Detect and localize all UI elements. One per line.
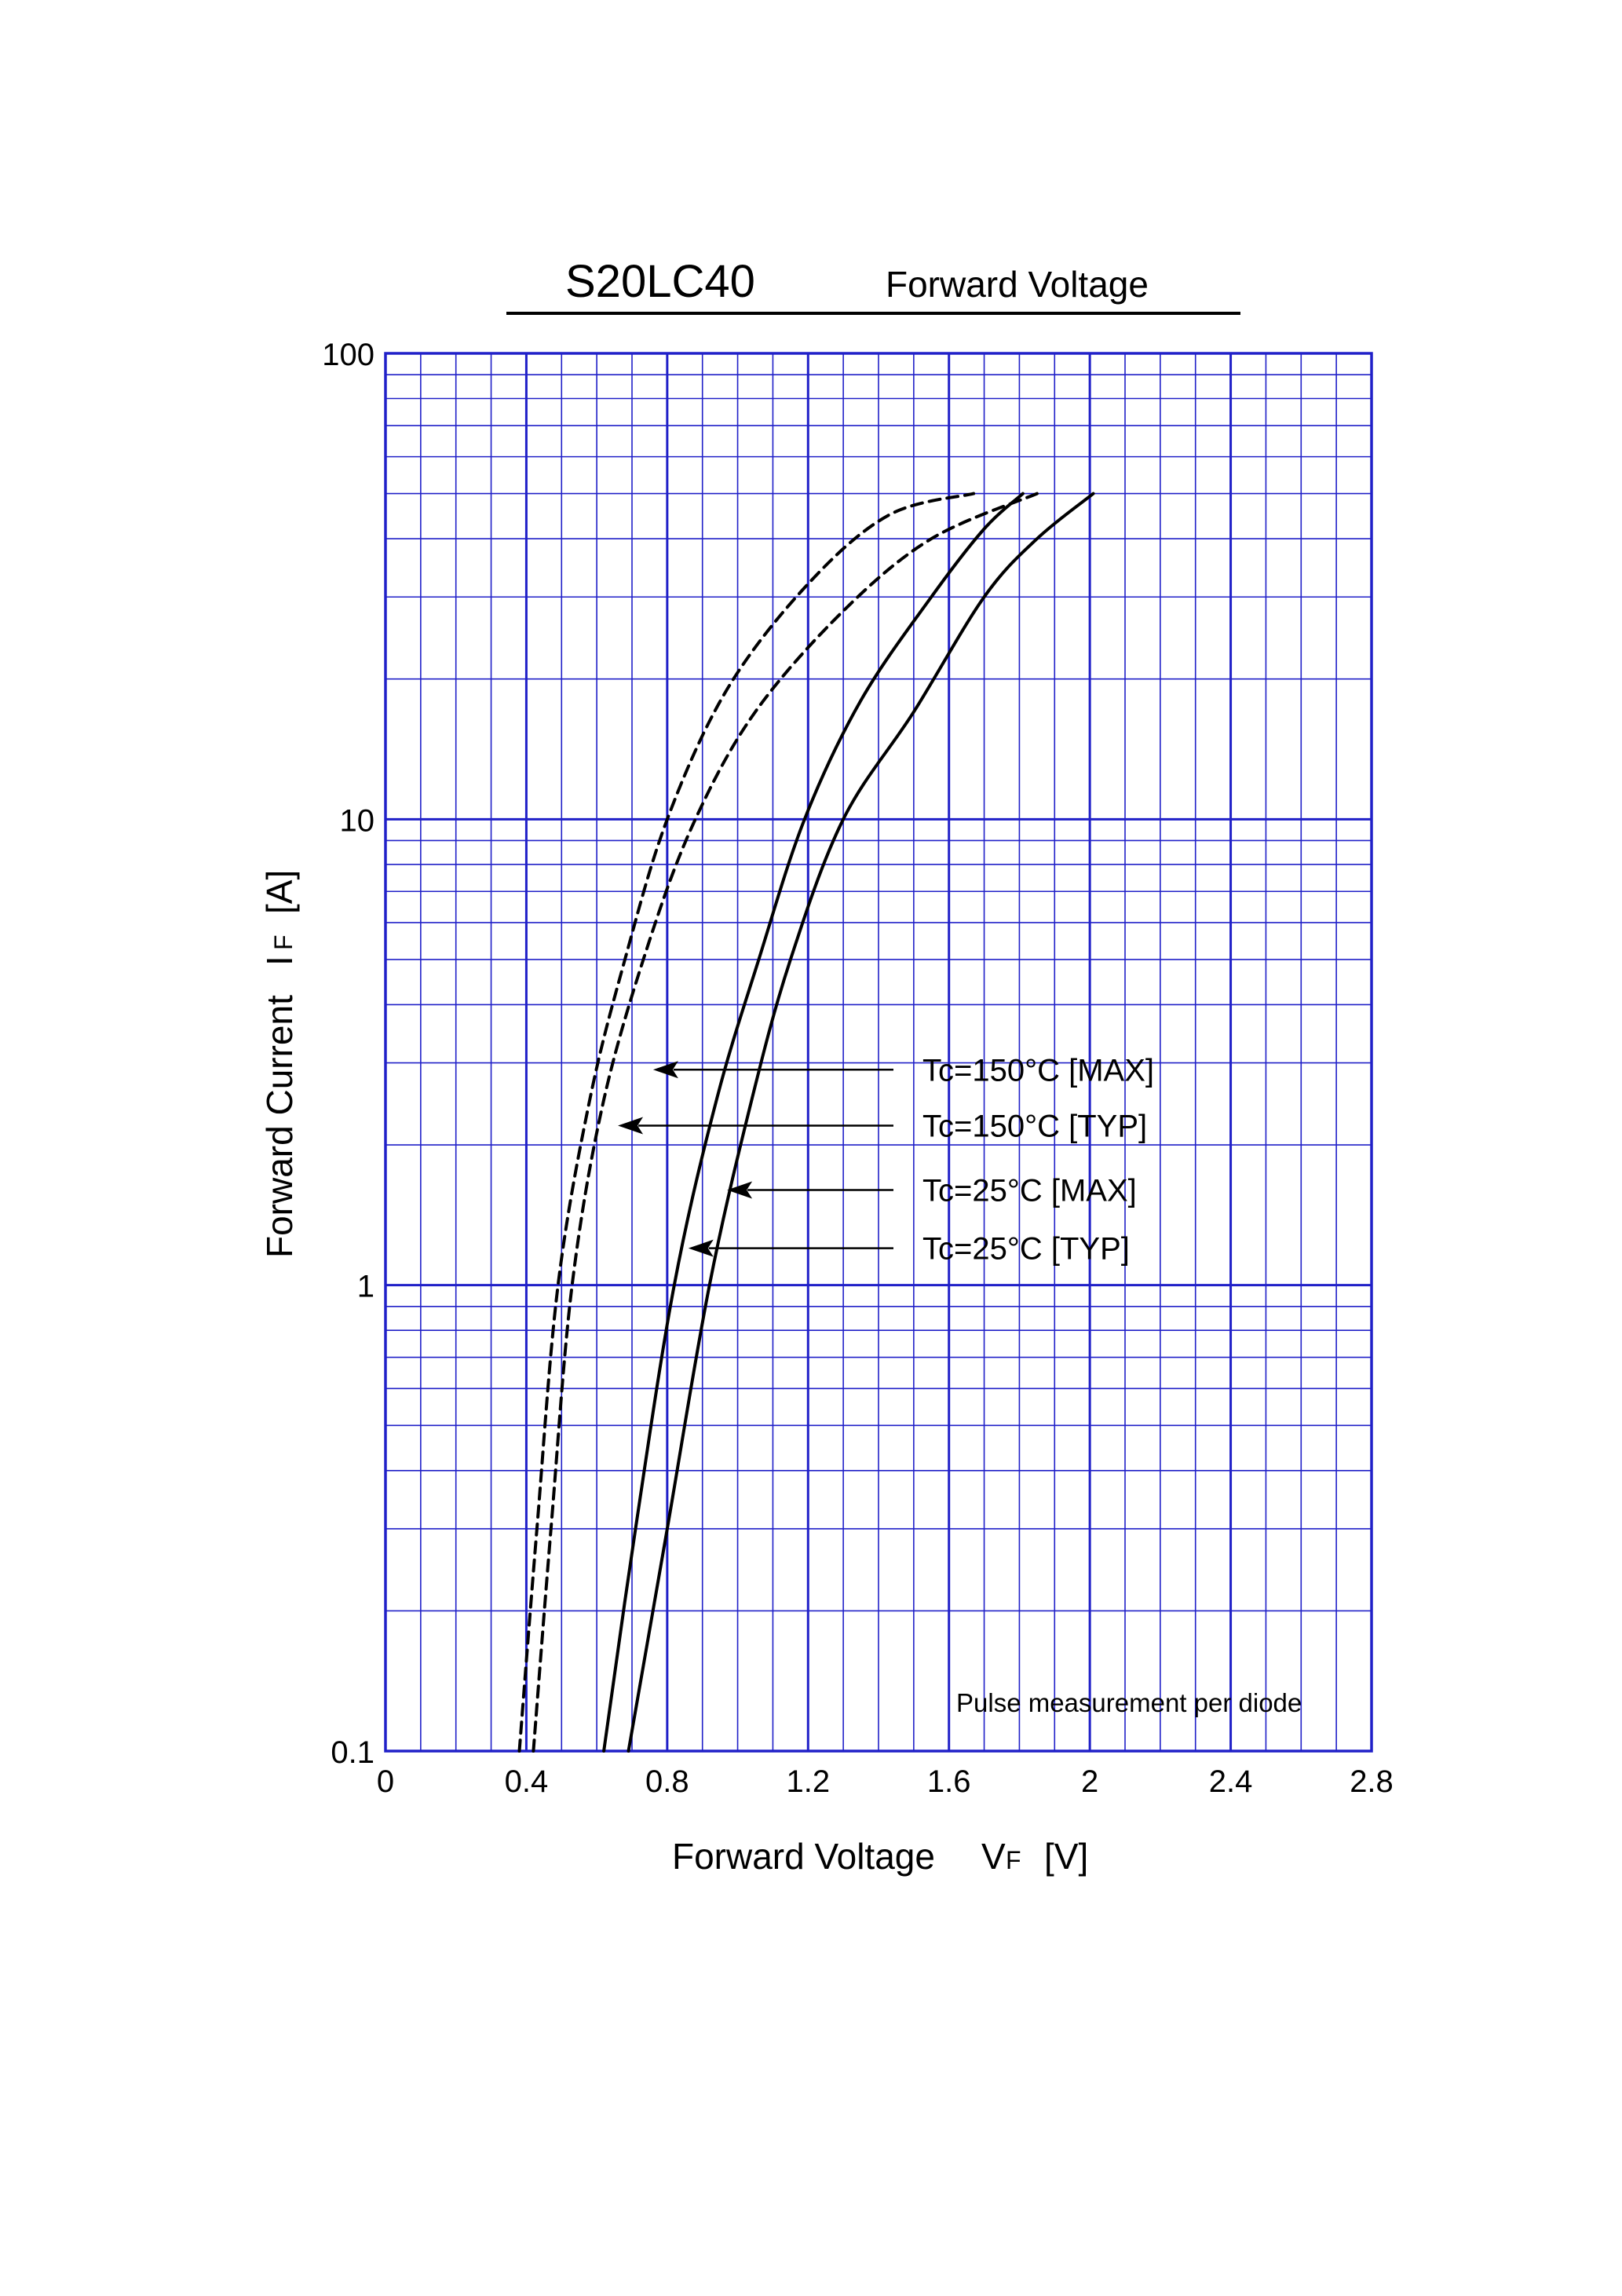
x-tick-label: 0: [377, 1764, 394, 1799]
y-axis-label: Forward Current I F [A]: [259, 870, 300, 1258]
series-line-tc-25-c-typ: [602, 492, 1025, 1753]
x-tick-label: 2.8: [1350, 1764, 1394, 1799]
x-axis-label-sub: F: [1006, 1846, 1021, 1874]
legend: Tc=150°C [MAX] Tc=150°C [TYP] Tc=25°C [MAX…: [922, 1053, 1154, 1266]
legend-arrows: [618, 1061, 893, 1257]
y-tick-label: 1: [357, 1270, 374, 1304]
y-axis-label-sub: F: [269, 934, 298, 950]
x-tick-label: 1.2: [786, 1764, 830, 1799]
legend-label-tc-25-c-max: Tc=25°C [MAX]: [922, 1174, 1137, 1208]
y-tick-label: 0.1: [331, 1735, 374, 1770]
legend-label-tc-150-c-typ: Tc=150°C [TYP]: [922, 1109, 1147, 1143]
series-line-tc-150-c-max: [532, 492, 1039, 1753]
plot-frame: [384, 352, 1373, 1753]
series-line-tc-25-c-max: [627, 492, 1095, 1753]
y-tick-label: 10: [340, 803, 375, 838]
legend-arrow-head: [727, 1181, 753, 1199]
series-line-tc-150-c-typ: [517, 492, 976, 1753]
x-axis-label: Forward Voltage V F [V]: [672, 1836, 1088, 1877]
x-tick-label: 2.4: [1209, 1764, 1253, 1799]
x-tick-label: 2: [1081, 1764, 1098, 1799]
y-axis-label-unit: [A]: [259, 870, 300, 914]
x-axis-label-symbol: V: [981, 1836, 1006, 1877]
grid: [384, 352, 1373, 1753]
x-tick-label: 0.4: [505, 1764, 549, 1799]
x-tick-label: 0.8: [645, 1764, 689, 1799]
pulse-note: Pulse measurement per diode: [956, 1688, 1302, 1717]
y-tick-label: 100: [322, 338, 374, 372]
tick-labels: 0 0.4 0.8 1.2 1.6 2 2.4 2.8 0.1 1 10 100: [322, 338, 1394, 1799]
curves: [517, 492, 1095, 1753]
legend-arrow-head: [652, 1061, 678, 1079]
x-axis-label-text: Forward Voltage: [672, 1836, 935, 1877]
legend-arrow-head: [688, 1239, 714, 1257]
y-axis-label-text: Forward Current: [259, 995, 300, 1258]
legend-label-tc-150-c-max: Tc=150°C [MAX]: [922, 1053, 1154, 1088]
chart-title: Forward Voltage: [886, 264, 1149, 305]
x-tick-label: 1.6: [927, 1764, 971, 1799]
part-number: S20LC40: [565, 256, 755, 307]
y-axis-label-symbol: I: [259, 956, 300, 966]
legend-arrow-head: [618, 1117, 644, 1135]
x-axis-label-unit: [V]: [1044, 1836, 1088, 1877]
legend-label-tc-25-c-typ: Tc=25°C [TYP]: [922, 1232, 1130, 1267]
